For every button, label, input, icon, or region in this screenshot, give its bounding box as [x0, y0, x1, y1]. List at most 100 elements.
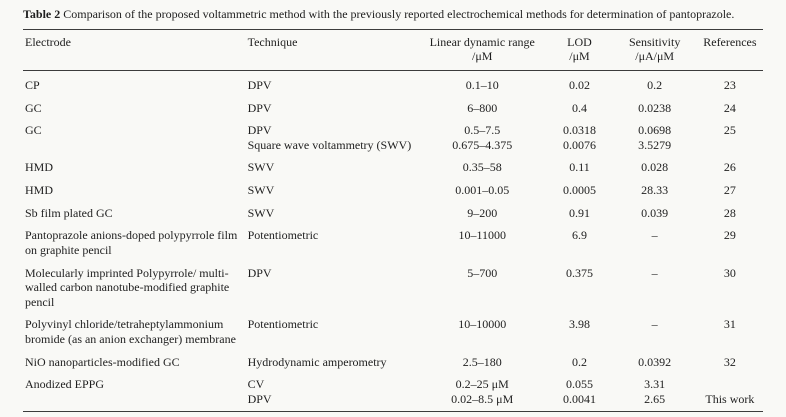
table-cell: Polyvinyl chloride/tetraheptylammonium b… [23, 313, 246, 350]
table-cell: 0.11 [546, 156, 612, 179]
table-cell: Potentiometric [246, 313, 418, 350]
cell-line: Potentiometric [247, 317, 319, 332]
cell-line: 0.375 [565, 265, 593, 280]
cell-line: 0.039 [641, 205, 669, 220]
cell-line: 2.5–180 [462, 354, 502, 369]
table-cell: 0.35–58 [418, 156, 546, 179]
cell-line: – [651, 317, 658, 332]
table-cell: 0.375 [546, 262, 612, 314]
cell-line: Hydrodynamic amperometry [247, 354, 387, 369]
cell-line: 24 [723, 100, 736, 115]
table-row: HMD SWV 0.35–58 0.11 0.028 26 [23, 156, 763, 179]
cell-line: 31 [723, 317, 736, 332]
table-cell: 0.001–0.05 [418, 179, 546, 202]
cell-line: 0.11 [569, 160, 590, 175]
cell-line: – [651, 265, 658, 280]
table-cell: SWV [246, 156, 418, 179]
table-cell: HMD [23, 179, 246, 202]
cell-line: GC [25, 123, 42, 138]
table-cell: Potentiometric [246, 224, 418, 261]
table-cell: Hydrodynamic amperometry [246, 351, 418, 374]
cell-line: DPV [247, 391, 272, 406]
table-cell: 0.0238 [613, 97, 697, 120]
cell-line: 10–11000 [458, 228, 506, 243]
table-cell: 25 [697, 119, 763, 156]
cell-line: Polyvinyl chloride/tetraheptylammonium b… [25, 317, 236, 346]
cell-line: This work [705, 391, 755, 406]
cell-line: References [703, 34, 757, 49]
cell-line: 27 [723, 183, 736, 197]
cell-line: 0.0238 [638, 100, 672, 115]
cell-line: 0.001–0.05 [455, 183, 510, 197]
table-cell: 0.0698 3.5279 [613, 119, 697, 156]
table-cell: SWV [246, 179, 418, 202]
table-cell: Pantoprazole anions-doped polypyrrole fi… [23, 224, 246, 261]
cell-line: NiO nanoparticles-modified GC [25, 354, 180, 369]
cell-line: 0.0392 [638, 354, 672, 369]
table-cell: 29 [697, 224, 763, 261]
table-cell: GC [23, 119, 246, 156]
table-cell: GC [23, 97, 246, 120]
cell-line: 5–700 [467, 265, 498, 280]
cell-line: 3.5279 [638, 137, 672, 152]
table-cell: DPV [246, 97, 418, 120]
table-body: CP DPV 0.1–10 0.02 0.2 23 GC DPV 6–800 0.4 0.0238 2… [23, 70, 763, 411]
cell-line: 0.5–7.5 [464, 123, 501, 138]
cell-line: CV [247, 377, 265, 392]
table-row: NiO nanoparticles-modified GC Hydrodynami… [23, 351, 763, 374]
table-cell: DPV [246, 262, 418, 314]
table-row: GC DPV 6–800 0.4 0.0238 24 [23, 97, 763, 120]
cell-line: 0.2 [571, 354, 587, 369]
table-row: Anodized EPPG CV DPV 0.2–25 μM 0.02–8.5 μM 0.… [23, 373, 763, 411]
table-cell: DPV [246, 70, 418, 96]
table-cell: 0.5–7.5 0.675–4.375 [418, 119, 546, 156]
cell-line: 3.98 [568, 317, 590, 332]
table-cell: 31 [697, 313, 763, 350]
table-cell: 0.2–25 μM 0.02–8.5 μM [418, 373, 546, 411]
table-caption: Table 2 Comparison of the proposed volta… [23, 7, 763, 22]
table-cell: 0.2 [546, 351, 612, 374]
cell-line: 0.055 [565, 377, 593, 392]
table-cell: – [613, 224, 697, 261]
cell-line: 28 [723, 205, 736, 220]
table-cell: 28.33 [613, 179, 697, 202]
cell-line: 0.0318 [562, 123, 596, 138]
table-cell: 0.028 [613, 156, 697, 179]
table-cell: 10–10000 [418, 313, 546, 350]
cell-line: Linear dynamic range [429, 34, 535, 49]
cell-line: DPV [247, 265, 272, 280]
cell-line: Technique [247, 34, 298, 49]
table-cell: 23 [697, 70, 763, 96]
cell-line: 10–10000 [458, 317, 507, 332]
header-row: Electrode Technique Linear dynamic range/μ… [23, 29, 763, 71]
cell-line: Pantoprazole anions-doped polypyrrole fi… [25, 228, 238, 257]
table-row: Sb film plated GC SWV 9–200 0.91 0.039 28 [23, 202, 763, 225]
cell-line: 0.91 [568, 205, 590, 220]
table-cell: SWV [246, 202, 418, 225]
cell-line: 0.0076 [562, 137, 596, 152]
cell-line: Electrode [25, 34, 71, 49]
cell-line: 0.02 [568, 77, 590, 92]
cell-line: SWV [247, 160, 275, 175]
table-cell: 5–700 [418, 262, 546, 314]
cell-line: 0.0005 [562, 183, 596, 197]
table-cell: NiO nanoparticles-modified GC [23, 351, 246, 374]
column-header: LOD/μM [546, 29, 613, 71]
table-cell: Molecularly imprinted Polypyrrole/ multi… [23, 262, 246, 314]
table-cell: 0.039 [613, 202, 697, 225]
cell-line: 0.35–58 [462, 160, 502, 175]
table-cell: This work [697, 373, 763, 411]
table-cell: 6–800 [418, 97, 546, 120]
table-cell: 26 [697, 156, 763, 179]
cell-line: LOD [567, 34, 592, 49]
table-cell: HMD [23, 156, 246, 179]
cell-line: 0.2–25 μM [455, 377, 509, 392]
cell-line: 0.2 [647, 77, 663, 92]
cell-line: 29 [723, 228, 736, 243]
table-cell: 2.5–180 [418, 351, 546, 374]
table-cell: – [613, 262, 697, 314]
table-cell: 3.98 [546, 313, 612, 350]
column-header: Technique [245, 29, 419, 71]
cell-line: CP [25, 77, 40, 92]
